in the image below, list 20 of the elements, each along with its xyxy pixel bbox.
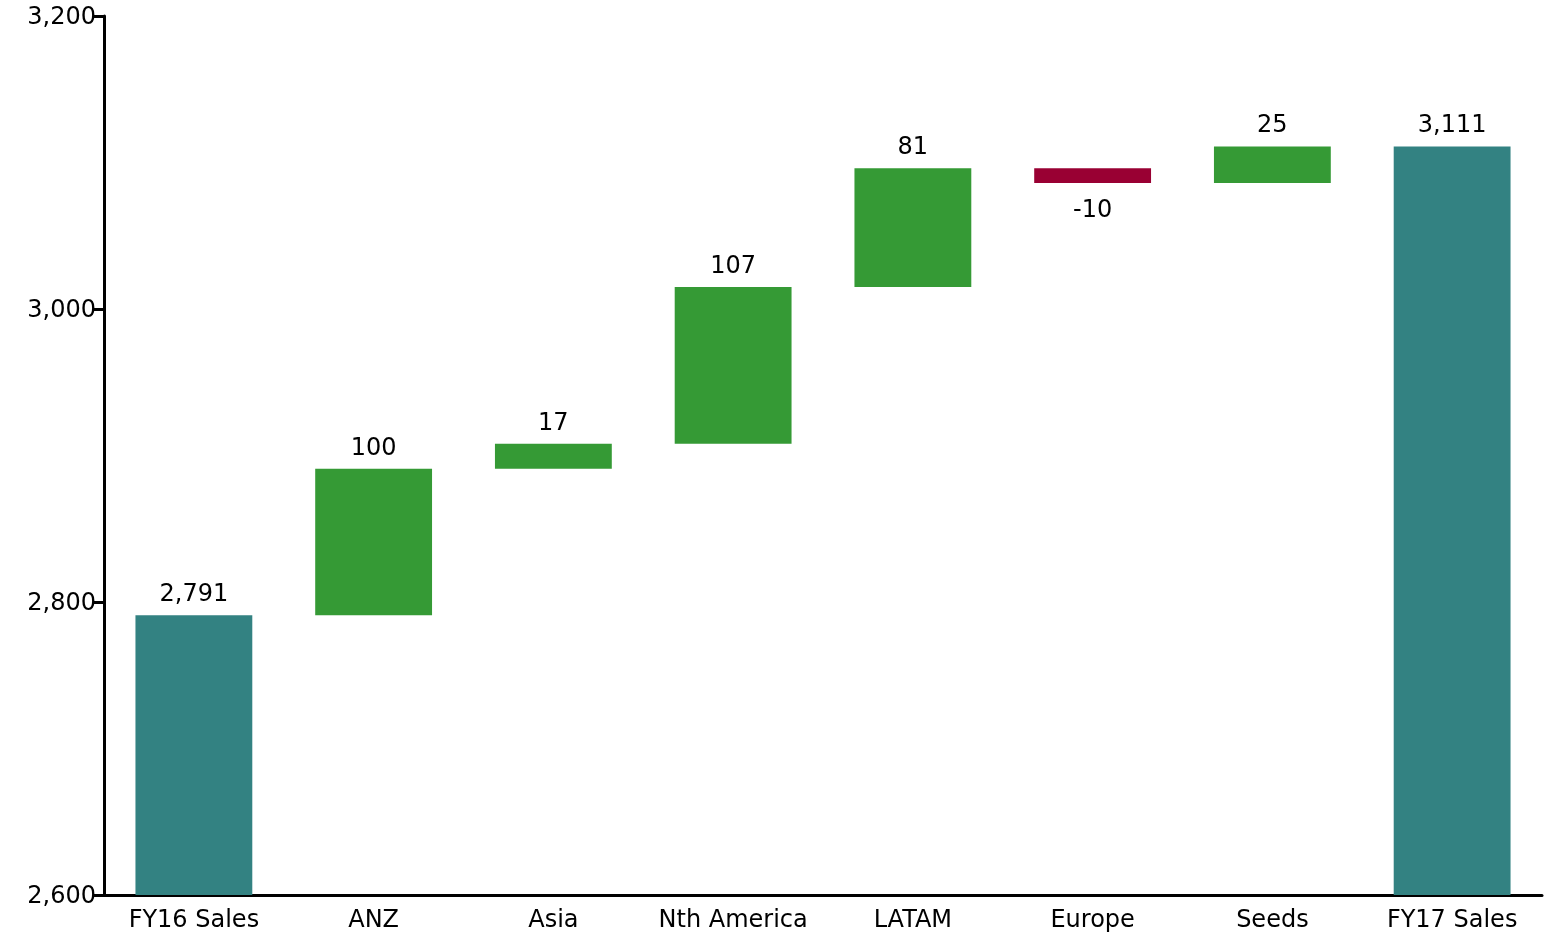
y-tick-label: 2,600 xyxy=(27,881,96,909)
data-label: 81 xyxy=(897,132,929,161)
data-label: 3,111 xyxy=(1417,110,1487,139)
data-label: 100 xyxy=(350,432,397,461)
x-tick-label: Nth America xyxy=(658,905,808,933)
x-tick-label: ANZ xyxy=(348,905,400,933)
y-tick-label: 2,800 xyxy=(27,588,96,616)
data-label: -10 xyxy=(1073,195,1113,224)
x-tick-label: Seeds xyxy=(1236,905,1309,933)
data-label: 25 xyxy=(1257,110,1288,139)
x-tick-label: LATAM xyxy=(873,905,953,933)
x-tick-label: FY17 Sales xyxy=(1386,905,1518,933)
y-tick-label: 3,200 xyxy=(27,2,96,30)
x-tick-label: Asia xyxy=(528,905,579,933)
data-label: 2,791 xyxy=(159,579,229,608)
x-tick-label: Europe xyxy=(1050,905,1135,933)
data-label: 107 xyxy=(710,251,757,280)
y-tick-label: 3,000 xyxy=(27,295,96,323)
x-tick-label: FY16 Sales xyxy=(128,905,260,933)
data-label: 17 xyxy=(538,407,569,436)
